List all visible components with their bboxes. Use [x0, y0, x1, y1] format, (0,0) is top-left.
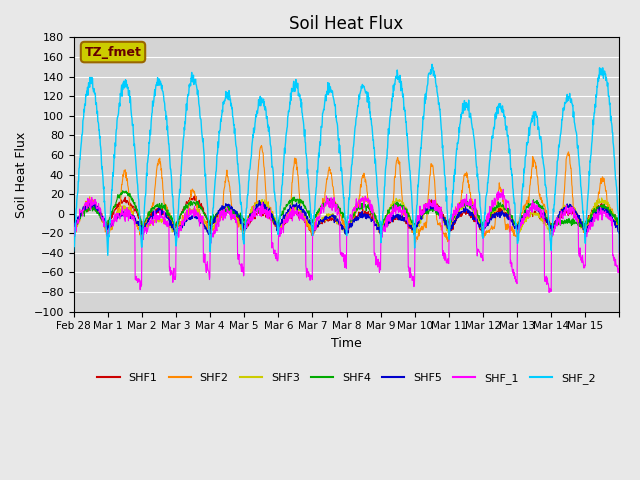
- SHF5: [171, 232, 179, 238]
- SHF3: [609, 211, 617, 216]
- SHF_2: [156, 76, 163, 82]
- SHF2: [411, 240, 419, 246]
- Line: SHF2: SHF2: [74, 145, 620, 243]
- Line: SHF_2: SHF_2: [74, 64, 620, 255]
- SHF3: [206, 238, 214, 243]
- SHF_2: [428, 61, 436, 67]
- SHF1: [616, 229, 623, 235]
- SHF2: [556, 212, 564, 217]
- SHF1: [308, 232, 316, 238]
- SHF1: [191, 193, 198, 199]
- SHF2: [609, 212, 617, 218]
- SHF_1: [155, 214, 163, 219]
- SHF5: [255, 198, 263, 204]
- SHF_2: [323, 98, 330, 104]
- SHF1: [70, 225, 77, 230]
- SHF_1: [475, 249, 483, 255]
- SHF2: [257, 143, 265, 148]
- SHF5: [155, 206, 163, 212]
- SHF1: [556, 214, 564, 220]
- SHF3: [323, 213, 330, 218]
- SHF_2: [333, 118, 340, 123]
- SHF3: [556, 210, 564, 216]
- SHF_2: [104, 252, 111, 258]
- SHF4: [70, 227, 77, 233]
- Legend: SHF1, SHF2, SHF3, SHF4, SHF5, SHF_1, SHF_2: SHF1, SHF2, SHF3, SHF4, SHF5, SHF_1, SHF…: [93, 369, 600, 388]
- SHF4: [119, 188, 127, 193]
- Line: SHF_1: SHF_1: [74, 189, 620, 292]
- Line: SHF4: SHF4: [74, 191, 620, 231]
- SHF3: [70, 229, 77, 235]
- SHF1: [609, 211, 617, 217]
- X-axis label: Time: Time: [331, 337, 362, 350]
- SHF5: [70, 224, 77, 229]
- SHF2: [616, 233, 623, 239]
- SHF1: [155, 209, 163, 215]
- Y-axis label: Soil Heat Flux: Soil Heat Flux: [15, 132, 28, 217]
- SHF3: [476, 219, 484, 225]
- SHF5: [609, 218, 617, 224]
- SHF_1: [322, 203, 330, 209]
- SHF_1: [545, 289, 553, 295]
- Text: TZ_fmet: TZ_fmet: [84, 46, 141, 59]
- SHF4: [476, 217, 484, 223]
- SHF1: [333, 217, 340, 223]
- SHF5: [476, 222, 484, 228]
- SHF_2: [476, 193, 484, 199]
- SHF4: [323, 199, 330, 204]
- SHF3: [616, 223, 623, 228]
- SHF3: [359, 194, 367, 200]
- SHF3: [155, 219, 163, 225]
- SHF4: [333, 204, 340, 210]
- SHF2: [155, 156, 163, 162]
- SHF_1: [609, 252, 617, 258]
- SHF4: [156, 201, 163, 206]
- SHF_2: [616, 250, 623, 255]
- Line: SHF5: SHF5: [74, 201, 620, 235]
- SHF5: [323, 213, 330, 219]
- SHF4: [609, 214, 617, 219]
- SHF4: [616, 216, 623, 222]
- SHF_2: [556, 139, 564, 144]
- SHF_1: [556, 218, 564, 224]
- SHF5: [556, 209, 564, 215]
- SHF2: [323, 182, 330, 188]
- SHF2: [70, 235, 77, 241]
- SHF_2: [609, 140, 617, 145]
- SHF1: [323, 217, 330, 223]
- SHF4: [556, 221, 564, 227]
- SHF2: [333, 203, 340, 209]
- SHF_1: [70, 234, 77, 240]
- SHF5: [333, 218, 340, 224]
- SHF_1: [499, 186, 507, 192]
- Line: SHF1: SHF1: [74, 196, 620, 235]
- SHF2: [476, 217, 484, 223]
- SHF1: [476, 226, 484, 232]
- SHF_2: [70, 248, 77, 254]
- SHF_1: [332, 204, 340, 209]
- Line: SHF3: SHF3: [74, 197, 620, 240]
- Title: Soil Heat Flux: Soil Heat Flux: [289, 15, 404, 33]
- SHF5: [616, 231, 623, 237]
- SHF3: [333, 214, 340, 220]
- SHF_1: [616, 223, 623, 229]
- SHF4: [343, 228, 351, 234]
